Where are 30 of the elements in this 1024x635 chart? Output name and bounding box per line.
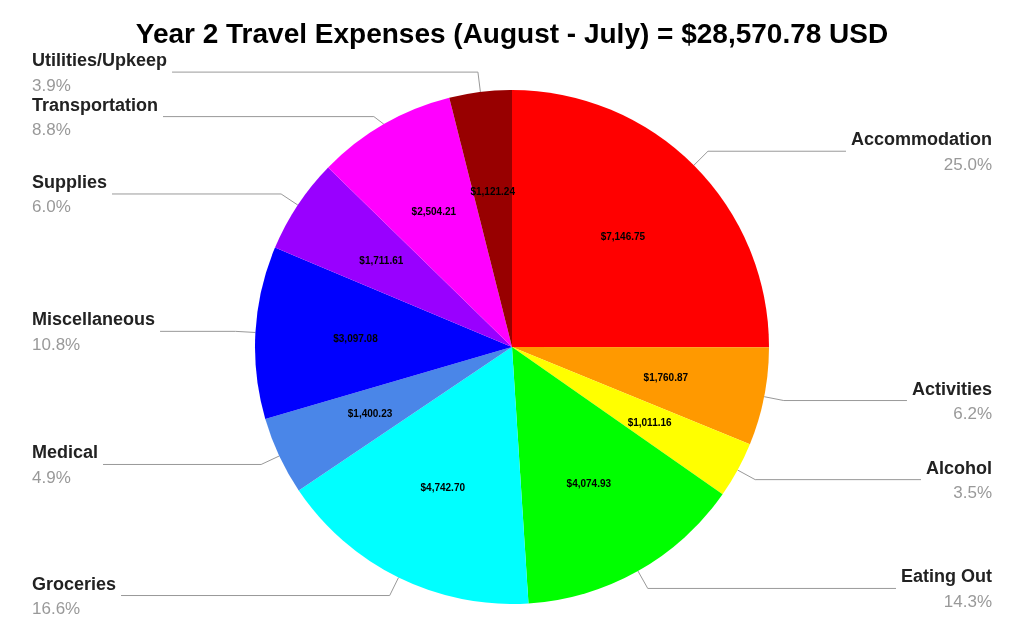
data-label: $1,760.87	[643, 371, 689, 383]
text: 4.9%	[32, 467, 71, 487]
text: 10.8%	[32, 334, 81, 354]
slice-label: Accommodation	[850, 129, 992, 150]
data-label: $7,146.75	[600, 230, 646, 242]
text: 3.5%	[953, 483, 992, 503]
data-label: $1,711.61	[359, 254, 404, 266]
slice-label: Alcohol	[926, 457, 992, 478]
slice-label: Utilities/Upkeep	[32, 50, 168, 71]
slice-label: Activities	[911, 378, 992, 399]
slice-label: Transportation	[32, 94, 159, 115]
data-label: $4,074.93	[566, 478, 612, 490]
slice-label: Medical	[32, 442, 99, 463]
slice-label: Groceries	[32, 573, 117, 594]
text: 16.6%	[32, 599, 81, 619]
text: 25.0%	[943, 154, 992, 174]
data-label: $2,504.21	[411, 205, 457, 217]
chart-title: Year 2 Travel Expenses (August - July) = $28,570.78 USD	[135, 17, 889, 49]
data-label: $3,097.08	[333, 332, 379, 344]
text: 8.8%	[32, 120, 71, 140]
text: 3.9%	[32, 75, 71, 95]
data-label: $1,400.23	[347, 407, 393, 419]
text: 14.3%	[943, 591, 992, 611]
data-label: $1,011.16	[627, 416, 673, 428]
text: 6.0%	[32, 197, 71, 217]
text: 6.2%	[953, 404, 992, 424]
slice-label: Eating Out	[901, 566, 992, 587]
data-label: $4,742.70	[420, 482, 466, 494]
slice-label: Miscellaneous	[32, 309, 156, 330]
slice-label: Supplies	[32, 171, 108, 192]
